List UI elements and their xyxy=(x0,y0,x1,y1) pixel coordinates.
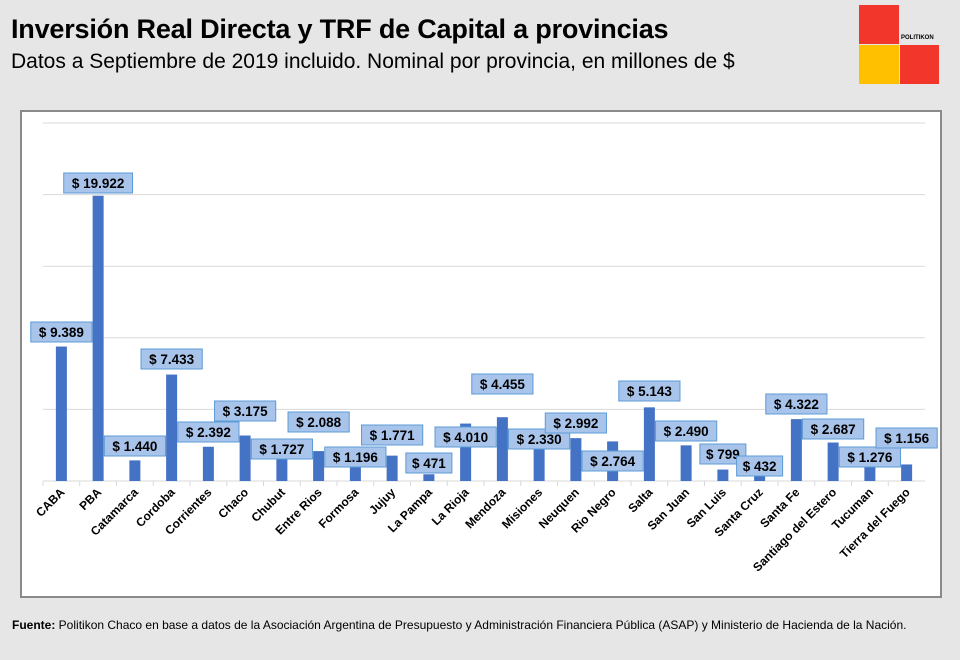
bar-santa-cruz xyxy=(754,474,766,481)
source-text: Politikon Chaco en base a datos de la As… xyxy=(55,618,907,632)
x-tick-label: Jujuy xyxy=(366,485,398,517)
bar-tierra-del-fuego xyxy=(901,464,913,481)
data-label-box xyxy=(581,450,644,472)
bar-salta xyxy=(643,407,655,481)
bar-catamarca xyxy=(129,460,141,481)
data-label-box xyxy=(287,411,350,433)
data-label: $ 2.088 xyxy=(296,415,342,430)
data-label: $ 7.433 xyxy=(149,352,195,367)
x-tick-label: PBA xyxy=(76,485,104,513)
data-label-box xyxy=(140,348,203,370)
bar-jujuy xyxy=(386,455,398,481)
data-label: $ 4.010 xyxy=(443,430,488,445)
logo-square-yellow xyxy=(859,45,899,84)
bar-chaco xyxy=(239,435,251,481)
data-label: $ 432 xyxy=(743,459,777,474)
bar-santiago-del-estero xyxy=(827,442,839,481)
data-label: $ 799 xyxy=(706,447,740,462)
bar-misiones xyxy=(533,447,545,481)
data-label: $ 1.727 xyxy=(259,442,304,457)
bar-santa-fe xyxy=(790,419,802,481)
data-label: $ 1.771 xyxy=(370,428,416,443)
bar-la-pampa xyxy=(423,474,435,481)
x-tick-label: Tierra del Fuego xyxy=(837,485,913,561)
bar-neuquen xyxy=(570,438,582,481)
logo-square-red-top xyxy=(859,5,899,44)
data-label-box xyxy=(655,420,718,442)
source-label: Fuente: xyxy=(12,618,56,632)
data-label: $ 2.687 xyxy=(811,422,856,437)
data-label: $ 471 xyxy=(412,456,446,471)
data-label-box xyxy=(361,424,424,446)
data-label: $ 2.392 xyxy=(186,425,231,440)
bar-pba xyxy=(92,195,104,481)
x-tick-label: Salta xyxy=(625,485,655,515)
logo-square-red-bottom xyxy=(900,45,939,84)
source-note: Fuente: Politikon Chaco en base a datos … xyxy=(12,617,942,633)
data-label-box xyxy=(508,428,571,450)
data-label-box xyxy=(177,421,240,443)
data-label: $ 1.440 xyxy=(112,439,157,454)
data-label-box xyxy=(838,446,901,468)
data-label: $ 3.175 xyxy=(223,404,269,419)
data-label: $ 5.143 xyxy=(627,384,673,399)
x-tick-label: Chaco xyxy=(215,485,251,521)
chart-subtitle: Datos a Septiembre de 2019 incluido. Nom… xyxy=(11,50,735,73)
bar-mendoza xyxy=(496,417,508,481)
data-label-box xyxy=(765,393,828,415)
bar-san-juan xyxy=(680,445,692,481)
data-label-box xyxy=(471,373,534,395)
data-label: $ 1.156 xyxy=(884,431,930,446)
data-label-box xyxy=(324,446,387,468)
data-label-box xyxy=(30,321,93,343)
chart-title: Inversión Real Directa y TRF de Capital … xyxy=(11,14,669,44)
bar-corrientes xyxy=(202,446,214,481)
data-label: $ 2.490 xyxy=(664,424,709,439)
data-label-box xyxy=(103,435,166,457)
x-tick-label: Formosa xyxy=(316,485,362,531)
data-label-box xyxy=(544,412,607,434)
data-label-box xyxy=(63,172,134,194)
data-label: $ 19.922 xyxy=(72,176,125,191)
data-label-box xyxy=(802,418,865,440)
bar-cordoba xyxy=(166,374,178,481)
data-label: $ 2.330 xyxy=(517,432,562,447)
bar-tucuman xyxy=(864,462,876,481)
data-label: $ 4.322 xyxy=(774,397,819,412)
data-label-box xyxy=(250,438,313,460)
data-label: $ 1.196 xyxy=(333,450,379,465)
data-label-box xyxy=(214,400,277,422)
data-label-box xyxy=(618,380,681,402)
bar-san-luis xyxy=(717,469,729,481)
data-label-box xyxy=(434,426,497,448)
bar-caba xyxy=(55,346,67,481)
data-label-box xyxy=(699,443,747,465)
data-label: $ 4.455 xyxy=(480,377,526,392)
bar-entre-rios xyxy=(313,451,325,481)
bar-chubut xyxy=(276,456,288,481)
data-label-box xyxy=(875,427,938,449)
logo-text: POLITIKON xyxy=(901,35,934,41)
x-tick-label: CABA xyxy=(33,485,68,520)
data-label-box xyxy=(736,455,784,477)
data-label-box xyxy=(405,452,453,474)
data-label: $ 1.276 xyxy=(847,450,893,465)
bar-la-rioja xyxy=(460,423,472,481)
data-label: $ 9.389 xyxy=(39,325,84,340)
data-label: $ 2.764 xyxy=(590,454,636,469)
data-label: $ 2.992 xyxy=(553,416,598,431)
bar-formosa xyxy=(349,463,361,481)
